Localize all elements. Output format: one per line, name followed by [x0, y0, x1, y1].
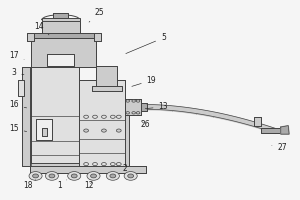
Bar: [18, 80, 24, 96]
Text: 26: 26: [141, 120, 150, 129]
Bar: [22, 67, 31, 166]
Circle shape: [126, 112, 130, 114]
Bar: [94, 33, 101, 41]
Circle shape: [136, 112, 140, 114]
Circle shape: [116, 129, 121, 132]
Bar: [79, 80, 125, 166]
Bar: [125, 99, 134, 106]
Text: 27: 27: [272, 143, 287, 152]
Text: 2: 2: [117, 164, 127, 173]
Bar: [36, 119, 52, 140]
Text: 1: 1: [57, 180, 67, 190]
Bar: [30, 166, 146, 173]
Text: 14: 14: [34, 22, 49, 35]
Bar: [33, 33, 95, 38]
Circle shape: [87, 172, 100, 180]
Text: 13: 13: [145, 102, 168, 111]
Circle shape: [91, 174, 97, 178]
Bar: [30, 67, 79, 166]
Bar: [92, 86, 122, 91]
Bar: [47, 54, 74, 66]
Circle shape: [126, 100, 130, 102]
Bar: [125, 99, 141, 115]
Bar: [97, 66, 117, 88]
Bar: [262, 128, 281, 133]
Bar: [22, 67, 31, 166]
Circle shape: [124, 172, 137, 180]
Text: 25: 25: [89, 8, 104, 22]
Bar: [92, 86, 122, 91]
Text: 18: 18: [23, 180, 36, 190]
Bar: [97, 66, 117, 88]
Circle shape: [132, 100, 135, 102]
Bar: [141, 103, 147, 111]
Circle shape: [71, 174, 77, 178]
Bar: [41, 128, 47, 136]
Circle shape: [128, 174, 134, 178]
Circle shape: [110, 174, 116, 178]
Text: 17: 17: [9, 51, 24, 60]
Bar: [36, 119, 52, 140]
Bar: [30, 67, 79, 166]
Text: 3: 3: [11, 68, 24, 77]
Bar: [94, 33, 101, 41]
Text: 15: 15: [9, 124, 27, 133]
Text: 16: 16: [9, 100, 27, 109]
Bar: [41, 18, 80, 21]
Bar: [30, 166, 146, 173]
Bar: [47, 54, 74, 66]
Bar: [41, 20, 80, 33]
Bar: [125, 107, 129, 166]
Bar: [125, 99, 141, 115]
Circle shape: [45, 172, 58, 180]
Text: 19: 19: [132, 76, 156, 86]
Bar: [27, 33, 34, 41]
Bar: [53, 13, 68, 18]
Bar: [254, 117, 262, 126]
Bar: [30, 163, 79, 166]
Bar: [31, 36, 97, 67]
Circle shape: [33, 174, 38, 178]
Bar: [33, 33, 95, 38]
Circle shape: [132, 112, 135, 114]
Bar: [262, 128, 281, 133]
Circle shape: [84, 129, 88, 132]
Bar: [53, 13, 68, 18]
Bar: [41, 128, 47, 136]
Circle shape: [106, 172, 119, 180]
Bar: [31, 36, 97, 67]
Bar: [254, 117, 262, 126]
Text: 5: 5: [126, 33, 166, 54]
Bar: [27, 33, 34, 41]
Circle shape: [29, 172, 42, 180]
Text: 12: 12: [84, 181, 94, 190]
Circle shape: [68, 172, 81, 180]
Circle shape: [136, 100, 140, 102]
Polygon shape: [281, 126, 289, 134]
Bar: [141, 103, 147, 111]
Bar: [79, 80, 125, 166]
Circle shape: [49, 174, 55, 178]
Circle shape: [102, 129, 106, 132]
Bar: [41, 20, 80, 33]
